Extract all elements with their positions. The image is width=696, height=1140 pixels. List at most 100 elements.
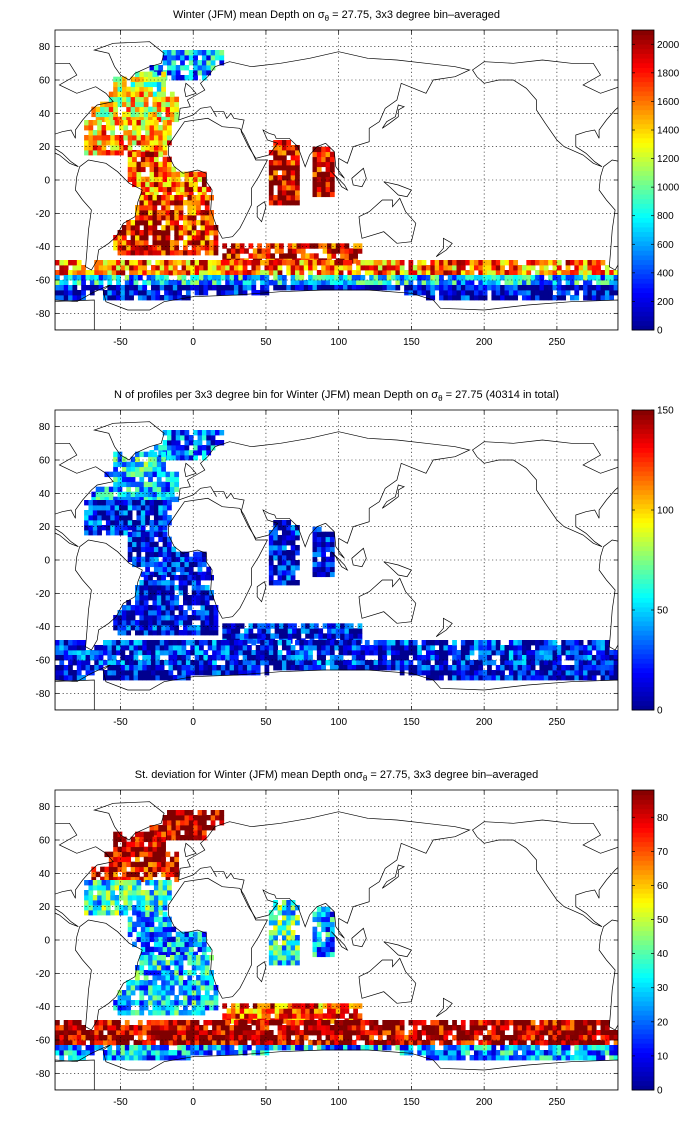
bin-cell [274,623,280,629]
bin-cell [187,580,193,586]
bin-cell [121,615,127,621]
bin-cell [369,270,374,276]
bin-cell [130,96,136,103]
bin-cell [212,275,217,281]
bin-cell [500,285,505,291]
bin-cell [143,225,149,231]
bin-cell [165,580,171,586]
bin-cell [162,531,168,538]
bin-cell [281,920,287,926]
bin-cell [101,140,107,146]
bin-cell [88,145,94,151]
bin-cell [561,275,567,281]
bin-cell [156,116,162,123]
bin-cell [556,660,562,666]
bin-cell [110,150,116,156]
bin-cell [578,665,584,671]
bin-cell [604,670,610,676]
bin-cell [116,1030,121,1036]
bin-cell [183,955,188,961]
bin-cell [161,836,166,843]
bin-cell [321,176,326,183]
bin-cell [95,871,101,878]
bin-cell [609,275,615,281]
bin-cell [152,230,158,236]
bin-cell [500,660,505,666]
bin-cell [55,655,60,661]
bin-cell [152,985,158,991]
bin-cell [178,990,184,996]
bin-cell [526,270,532,276]
bin-cell [130,466,136,473]
bin-cell [169,595,175,601]
bin-cell [88,880,94,886]
bin-cell [209,595,214,601]
bin-cell [130,250,136,256]
bin-cell [137,660,143,666]
bin-cell [178,985,184,991]
bin-cell [197,556,203,563]
bin-cell [209,605,214,611]
bin-cell [439,280,444,286]
bin-cell [148,595,153,601]
bin-cell [139,980,145,986]
bin-cell [465,660,471,666]
bin-cell [135,620,140,626]
bin-cell [329,166,335,173]
bin-cell [239,243,245,249]
bin-cell [281,940,287,946]
bin-cell [210,820,216,826]
bin-cell [81,285,86,291]
bin-cell [139,195,145,201]
bin-cell [325,571,331,578]
bin-cell [233,265,239,271]
bin-cell [135,210,140,216]
bin-cell [303,265,309,271]
bin-cell [165,970,171,976]
bin-cell [111,655,117,661]
bin-cell [191,205,197,211]
bin-cell [255,665,261,671]
bin-cell [270,253,276,259]
bin-cell [135,81,140,88]
bin-cell [207,265,213,271]
bin-cell [156,250,162,256]
bin-cell [94,270,100,276]
bin-cell [132,161,137,168]
bin-cell [149,556,155,563]
bin-cell [287,1003,293,1009]
bin-cell [84,525,89,531]
bin-cell [456,290,462,296]
bin-cell [145,191,150,198]
bin-cell [146,660,152,666]
bin-cell [465,295,471,301]
bin-cell [316,655,322,661]
bin-cell [382,645,388,651]
bin-cell [408,265,414,271]
bin-cell [305,1003,310,1009]
bin-cell [257,623,262,629]
bin-cell [500,675,505,681]
bin-cell [185,665,191,671]
bin-cell [72,260,78,266]
bin-cell [487,270,492,276]
bin-cell [162,926,168,933]
bin-cell [329,916,335,923]
bin-cell [85,1030,91,1036]
bin-cell [530,275,536,281]
bin-cell [116,1025,121,1031]
bin-cell [197,946,203,953]
bin-cell [55,675,60,681]
bin-cell [408,665,414,671]
bin-cell [313,633,319,639]
bin-cell [292,1013,297,1019]
bin-cell [377,280,383,286]
bin-cell [556,270,562,276]
x-tick-label: 50 [260,337,272,348]
bin-cell [136,911,142,918]
bin-cell [212,265,217,271]
bin-cell [244,633,249,639]
bin-cell [587,640,593,646]
bin-cell [143,101,149,108]
bin-cell [95,496,101,503]
